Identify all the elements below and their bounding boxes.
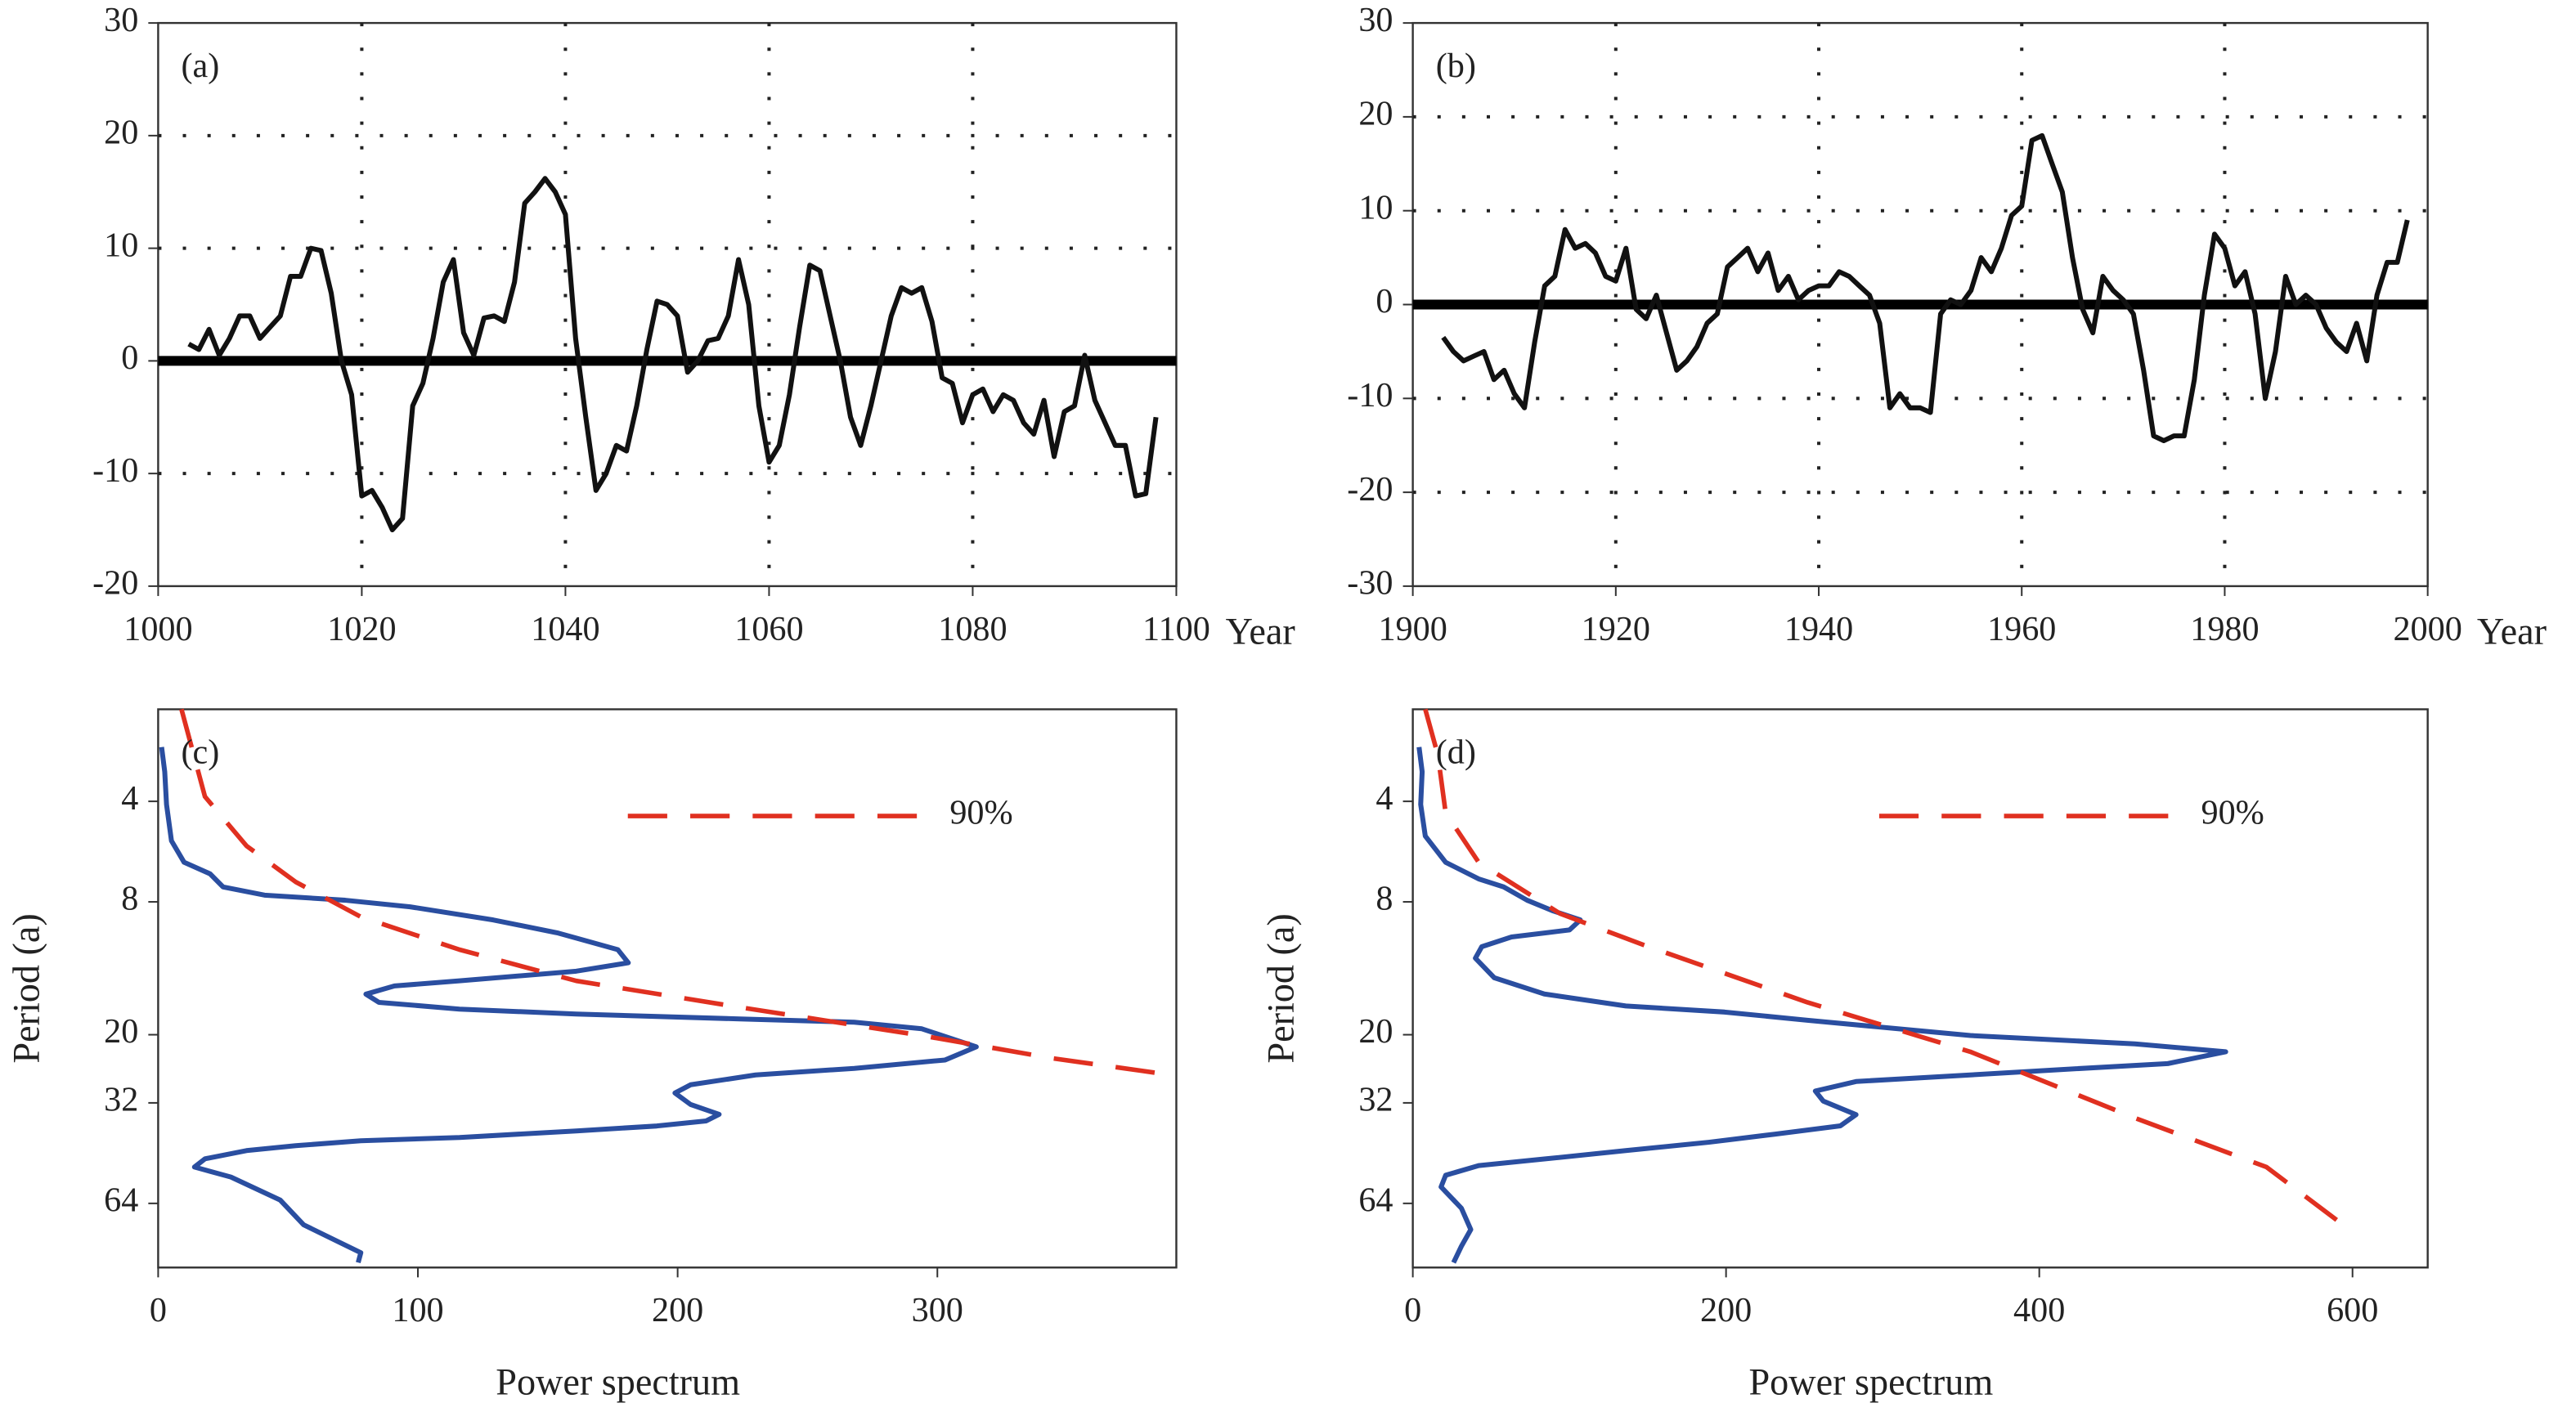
- x-tick-label: 1040: [531, 610, 599, 648]
- y-tick-label: -30: [1347, 564, 1393, 603]
- y-tick-label: 20: [1358, 1012, 1393, 1051]
- y-tick-label: 8: [1376, 880, 1393, 918]
- data-line: [179, 708, 1172, 1078]
- y-tick-label: -20: [92, 564, 138, 603]
- y-tick-label: 30: [1358, 1, 1393, 39]
- x-tick-label: 1940: [1784, 610, 1853, 648]
- x-tick-label: 1000: [123, 610, 192, 648]
- x-tick-label: 400: [2013, 1291, 2065, 1329]
- x-tick-label: 200: [1700, 1291, 1752, 1329]
- data-line: [187, 176, 1159, 533]
- plot-frame: [1411, 708, 2429, 1269]
- y-tick-label: 4: [121, 779, 138, 818]
- y-tick-label: -10: [1347, 376, 1393, 415]
- plot-frame: [157, 708, 1178, 1269]
- x-tick-label: 2000: [2393, 610, 2462, 648]
- x-tick-label: 1100: [1142, 610, 1210, 648]
- legend-label: 90%: [949, 794, 1012, 832]
- x-tick-label: 1900: [1378, 610, 1447, 648]
- x-tick-label: 1020: [327, 610, 396, 648]
- x-tick-label: 1080: [938, 610, 1007, 648]
- y-tick-label: 30: [104, 1, 138, 39]
- y-tick-label: 20: [104, 114, 138, 152]
- x-tick-label: 1960: [1987, 610, 2056, 648]
- x-tick-label: 1060: [734, 610, 803, 648]
- y-tick-label: 64: [104, 1181, 138, 1220]
- data-line: [1441, 132, 2410, 443]
- panel-label: (c): [182, 733, 220, 771]
- y-tick-label: 64: [1358, 1181, 1393, 1220]
- x-tick-label: 200: [652, 1291, 703, 1329]
- y-tick-label: 4: [1376, 779, 1393, 818]
- x-axis-label: Year: [2477, 611, 2547, 652]
- panel-label: (a): [182, 47, 220, 85]
- x-tick-label: 1920: [1582, 610, 1650, 648]
- data-line: [1423, 708, 2351, 1232]
- y-tick-label: 10: [104, 226, 138, 264]
- x-tick-label: 300: [912, 1291, 963, 1329]
- y-tick-label: 32: [1358, 1081, 1393, 1119]
- x-axis-label: Power spectrum: [496, 1360, 740, 1402]
- x-tick-label: 0: [1404, 1291, 1421, 1329]
- data-line: [159, 746, 979, 1264]
- panel-label: (d): [1436, 733, 1476, 771]
- legend-label: 90%: [2201, 794, 2264, 832]
- x-tick-label: 0: [150, 1291, 167, 1329]
- x-tick-label: 1980: [2190, 610, 2259, 648]
- y-tick-label: 0: [1376, 282, 1393, 321]
- y-tick-label: -20: [1347, 470, 1393, 509]
- x-tick-label: 600: [2327, 1291, 2378, 1329]
- y-axis-label: Period (a): [1260, 913, 1302, 1063]
- x-tick-label: 100: [392, 1291, 443, 1329]
- x-axis-label: Power spectrum: [1749, 1360, 1994, 1402]
- panel-label: (b): [1436, 47, 1476, 85]
- y-axis-label: Period (a): [5, 913, 47, 1063]
- y-tick-label: -10: [92, 451, 138, 490]
- y-tick-label: 20: [1358, 95, 1393, 133]
- y-tick-label: 32: [104, 1081, 138, 1119]
- y-tick-label: 20: [104, 1012, 138, 1051]
- y-tick-label: 0: [121, 338, 138, 377]
- data-line: [1416, 746, 2228, 1264]
- x-axis-label: Year: [1226, 611, 1295, 652]
- y-tick-label: 8: [121, 880, 138, 918]
- y-tick-label: 10: [1358, 188, 1393, 226]
- plot-frame: [157, 21, 1178, 588]
